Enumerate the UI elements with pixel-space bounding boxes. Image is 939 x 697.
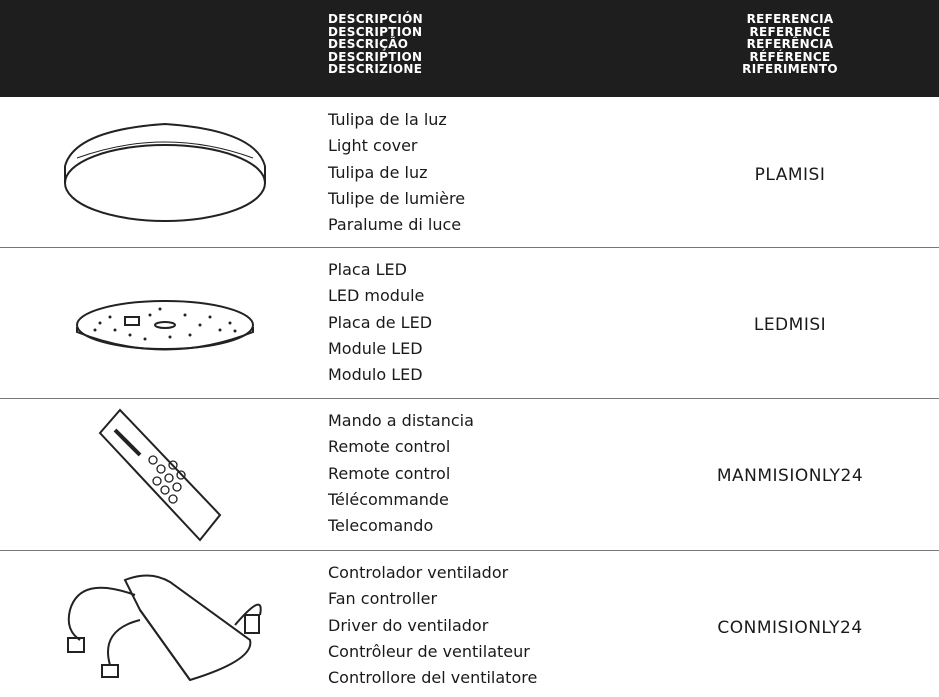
light-cover-icon — [64, 122, 266, 222]
header-text: DESCRIPTION — [328, 49, 423, 64]
description-line: Modulo LED — [328, 365, 423, 385]
description-line: Télécommande — [328, 489, 449, 509]
description-cell: Placa LED LED module Placa de LED Module LE… — [328, 257, 432, 388]
header-text: RÉFÉRENCE — [749, 49, 831, 64]
description-line: Module LED — [328, 338, 423, 358]
header-text: DESCRIÇÃO — [328, 37, 409, 52]
description-line: Driver do ventilador — [328, 615, 489, 635]
header-text: DESCRIPCIÓN — [328, 12, 423, 26]
header-text: RIFERIMENTO — [742, 62, 838, 77]
header-text: REFERENCIA — [746, 12, 834, 26]
description-line: Placa LED — [328, 260, 407, 279]
description-line: Remote control — [328, 463, 451, 483]
description-line: Controlador ventilador — [328, 563, 509, 582]
description-cell: Controlador ventilador Fan controller Driv… — [328, 560, 537, 691]
remote-icon — [98, 408, 222, 542]
description-line: Contrôleur de ventilateur — [328, 641, 530, 661]
description-line: LED module — [328, 286, 425, 306]
description-line: Controllore del ventilatore — [328, 668, 538, 688]
description-line: Mando a distancia — [328, 411, 474, 430]
description-cell: Tulipa de la luz Light cover Tulipa de luz… — [328, 107, 465, 238]
description-cell: Mando a distancia Remote control Remote co… — [328, 408, 474, 539]
description-line: Tulipa de luz — [328, 162, 428, 182]
controller-icon — [67, 574, 262, 682]
row-separator — [0, 550, 939, 551]
description-line: Tulipa de la luz — [328, 110, 447, 129]
led-module-icon — [76, 300, 254, 351]
description-line: Tulipe de lumière — [328, 188, 466, 208]
description-line: Placa de LED — [328, 312, 433, 332]
reference-cell: CONMISIONLY24 — [717, 618, 863, 638]
row-separator — [0, 247, 939, 248]
description-line: Remote control — [328, 437, 451, 457]
header-text: DESCRIZIONE — [328, 62, 423, 77]
description-line: Paralume di luce — [328, 215, 462, 235]
header-text: DESCRIPTION — [328, 24, 423, 39]
header-text: REFERENCE — [749, 24, 831, 39]
reference-header: REFERENCIA REFERENCE REFERÊNCIA RÉFÉRENCE RI… — [640, 13, 939, 76]
description-line: Telecomando — [328, 516, 434, 536]
description-line: Fan controller — [328, 589, 438, 609]
row-separator — [0, 398, 939, 399]
header-bar: DESCRIPCIÓN DESCRIPTION DESCRIÇÃO DESCRIPTI… — [0, 0, 939, 97]
reference-cell: MANMISIONLY24 — [716, 466, 864, 486]
description-line: Light cover — [328, 136, 418, 156]
description-header: DESCRIPCIÓN DESCRIPTION DESCRIÇÃO DESCRIPTI… — [328, 13, 423, 76]
reference-cell: LEDMISI — [753, 315, 827, 335]
reference-cell: PLAMISI — [754, 165, 826, 185]
header-text: REFERÊNCIA — [746, 37, 834, 52]
